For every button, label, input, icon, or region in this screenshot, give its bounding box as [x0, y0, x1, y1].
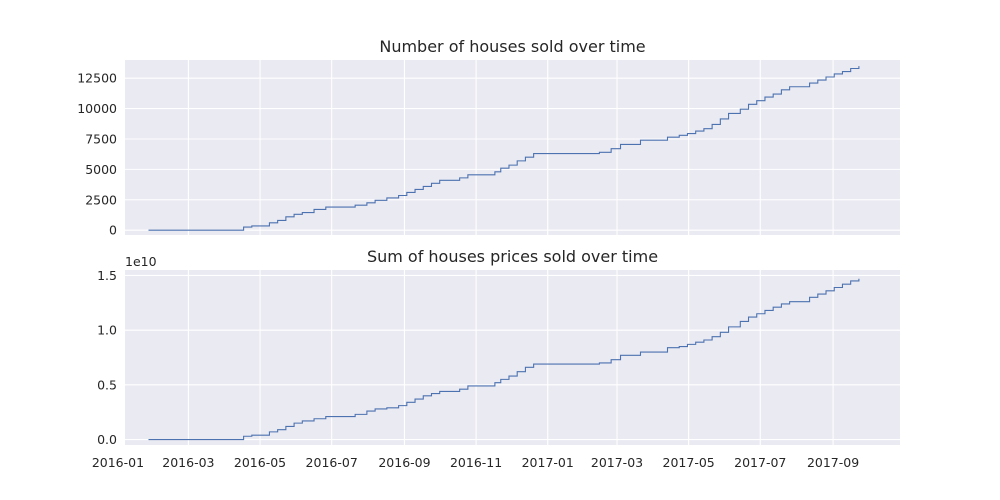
y-tick-label: 5000 [85, 162, 117, 177]
x-gridlines [187, 60, 834, 235]
y-tick-label: 12500 [77, 71, 117, 86]
series-lines [148, 278, 860, 441]
x-tick-label: 2016-09 [378, 455, 430, 470]
y-tick-label: 1.5 [97, 268, 117, 283]
series-line [148, 66, 860, 231]
y-tick-label: 10000 [77, 101, 117, 116]
y-tick-label: 1.0 [97, 323, 117, 338]
x-tick-label: 2016-05 [234, 455, 286, 470]
x-tick-label: 2017-09 [807, 455, 859, 470]
houses-sold-sum-chart: 0.00.51.01.5 2016-01 2016-03 2016-05 2016-0… [92, 247, 900, 470]
y-gridlines [125, 274, 900, 441]
x-gridlines [187, 270, 834, 445]
x-tick-label: 2017-05 [663, 455, 715, 470]
series-line [148, 278, 860, 441]
y-tick-labels: 0.0 0.5 1.0 1.5 [97, 268, 117, 447]
chart-title: Sum of houses prices sold over time [367, 247, 658, 266]
x-tick-labels: 2016-01 2016-03 2016-05 2016-07 2016-09 2016-… [92, 455, 859, 470]
plot-area [125, 270, 900, 445]
y-gridlines [125, 77, 900, 231]
x-tick-label: 2016-01 [92, 455, 144, 470]
x-tick-label: 2017-03 [591, 455, 643, 470]
houses-sold-count-chart: 0 2500 5000 7500 10000 12500 Number of houses… [77, 37, 900, 238]
y-offset-label: 1e10 [125, 254, 157, 269]
y-tick-label: 2500 [85, 192, 117, 207]
x-tick-label: 2017-07 [734, 455, 786, 470]
chart-title: Number of houses sold over time [379, 37, 645, 56]
y-tick-label: 0 [109, 223, 117, 238]
x-tick-label: 2016-11 [450, 455, 502, 470]
y-tick-label: 0.0 [97, 432, 117, 447]
x-tick-label: 2016-03 [162, 455, 214, 470]
x-tick-label: 2016-07 [306, 455, 358, 470]
series-lines [148, 66, 860, 231]
plot-area [125, 60, 900, 235]
x-tick-label: 2017-01 [522, 455, 574, 470]
y-tick-label: 7500 [85, 131, 117, 146]
y-tick-labels: 0 2500 5000 7500 10000 12500 [77, 71, 117, 238]
y-tick-label: 0.5 [97, 377, 117, 392]
